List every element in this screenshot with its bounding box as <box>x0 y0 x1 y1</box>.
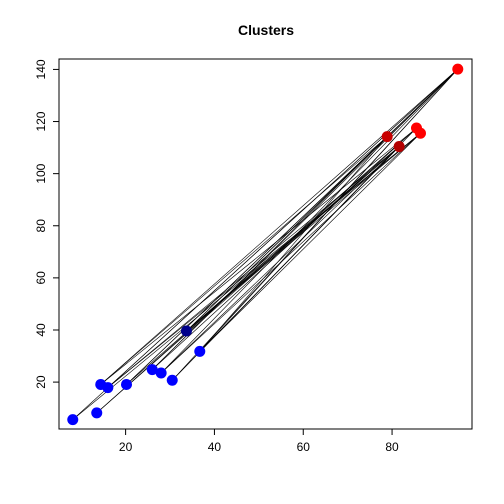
connection-line-17 <box>160 133 421 374</box>
connection-line-8 <box>107 133 421 388</box>
connections-layer <box>72 68 459 420</box>
cluster-1-point-2 <box>91 407 103 419</box>
y-tick-label-80: 80 <box>34 219 48 233</box>
y-tick-label-60: 60 <box>34 271 48 285</box>
connection-line-23 <box>186 136 388 332</box>
y-tick-label-120: 120 <box>34 111 48 131</box>
connection-line-27 <box>199 68 459 352</box>
connection-line-29 <box>199 136 388 352</box>
y-tick-label-20: 20 <box>34 375 48 389</box>
y-tick-label-40: 40 <box>34 323 48 337</box>
cluster-2-center-2 <box>393 141 405 153</box>
y-tick-label-140: 140 <box>34 59 48 79</box>
x-tick-label-60: 60 <box>297 440 311 454</box>
y-axis: 20 40 60 80 100 120 140 <box>34 59 60 389</box>
connection-line-11 <box>126 136 388 385</box>
x-tick-label-80: 80 <box>385 440 399 454</box>
connection-line-16 <box>160 68 459 374</box>
cluster-1-point-6 <box>146 364 158 376</box>
connection-line-5 <box>100 136 388 385</box>
connection-line-30 <box>199 146 400 352</box>
cluster-1-point-4 <box>102 382 114 394</box>
cluster-1-point-1 <box>67 414 79 426</box>
cluster-1-point-7 <box>155 367 167 379</box>
cluster-1-center <box>180 325 192 337</box>
connection-line-14 <box>152 127 417 370</box>
cluster-1-point-8 <box>166 374 178 386</box>
cluster-1-point-9 <box>194 345 206 357</box>
connection-line-6 <box>100 127 417 385</box>
points-layer <box>67 63 464 426</box>
connection-line-24 <box>186 127 417 332</box>
connection-line-28 <box>199 133 421 352</box>
cluster-2-point-3 <box>414 127 426 139</box>
connection-line-7 <box>107 68 458 388</box>
connection-line-4 <box>100 68 458 385</box>
cluster-2-point-1 <box>452 63 464 75</box>
cluster-2-center-1 <box>381 131 393 143</box>
x-tick-label-40: 40 <box>208 440 222 454</box>
connection-line-9 <box>107 146 400 388</box>
chart-title: Clusters <box>238 22 294 38</box>
x-axis: 20 40 60 80 <box>119 428 399 454</box>
y-tick-label-100: 100 <box>34 163 48 183</box>
connection-line-18 <box>160 146 400 374</box>
connection-line-26 <box>186 146 400 332</box>
cluster-1-point-5 <box>121 378 133 390</box>
x-tick-label-20: 20 <box>119 440 133 454</box>
